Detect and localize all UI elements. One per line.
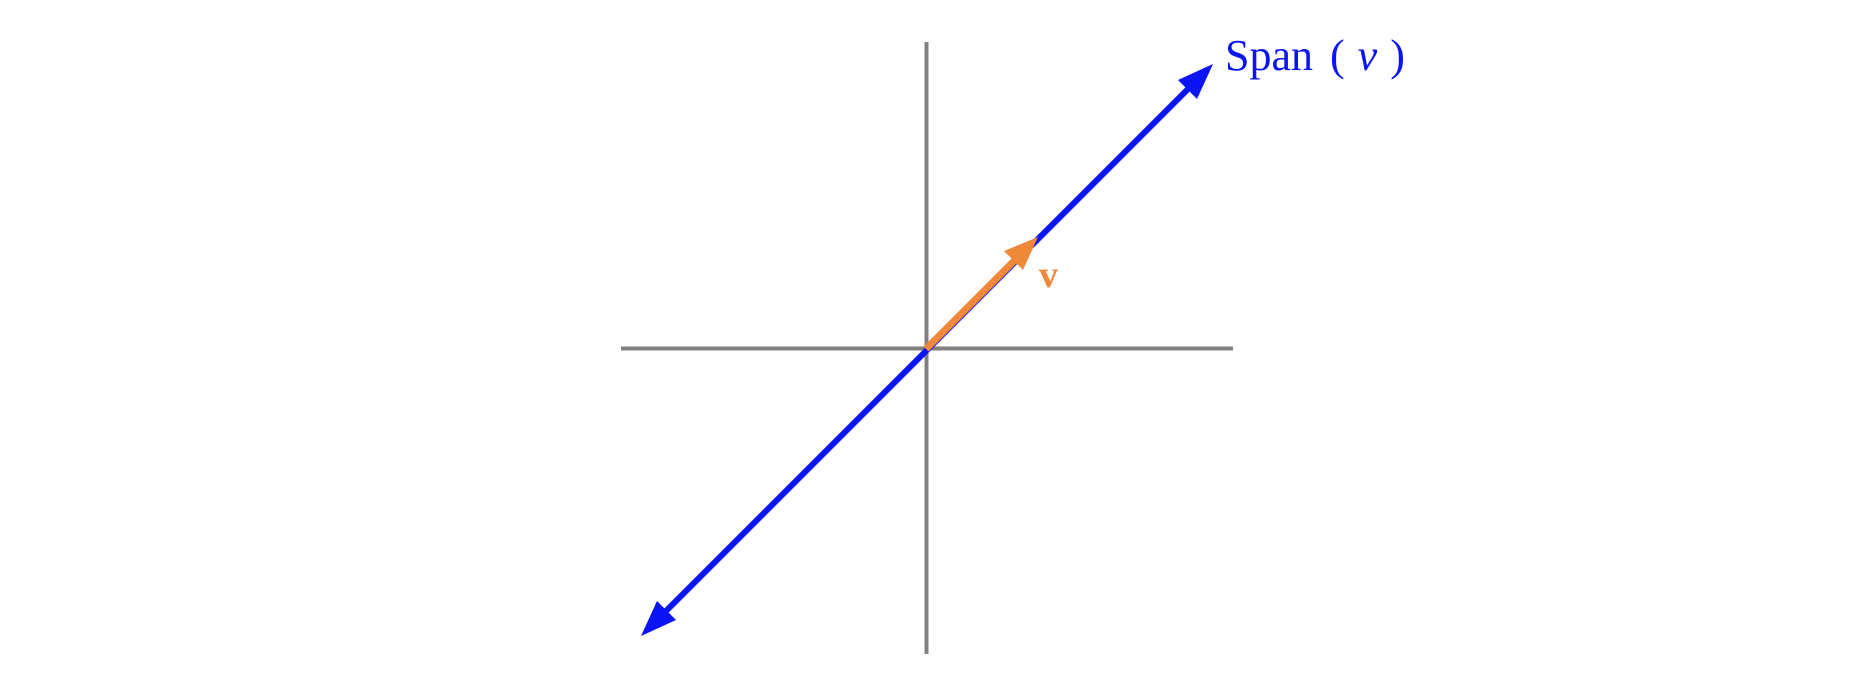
span-label-variable: v: [1358, 31, 1378, 80]
vector-v-arrowhead: [1004, 237, 1038, 270]
span-label: Span ( v ): [1225, 31, 1405, 80]
vector-v-label: v: [1039, 254, 1058, 296]
span-label-text: Span: [1225, 31, 1313, 80]
vector-v: [923, 250, 1025, 352]
span-label-open-paren: (: [1330, 31, 1345, 80]
span-arrowhead-bottom: [641, 601, 676, 636]
span-arrowhead-top: [1178, 64, 1213, 99]
span-label-close-paren: ): [1390, 31, 1405, 80]
